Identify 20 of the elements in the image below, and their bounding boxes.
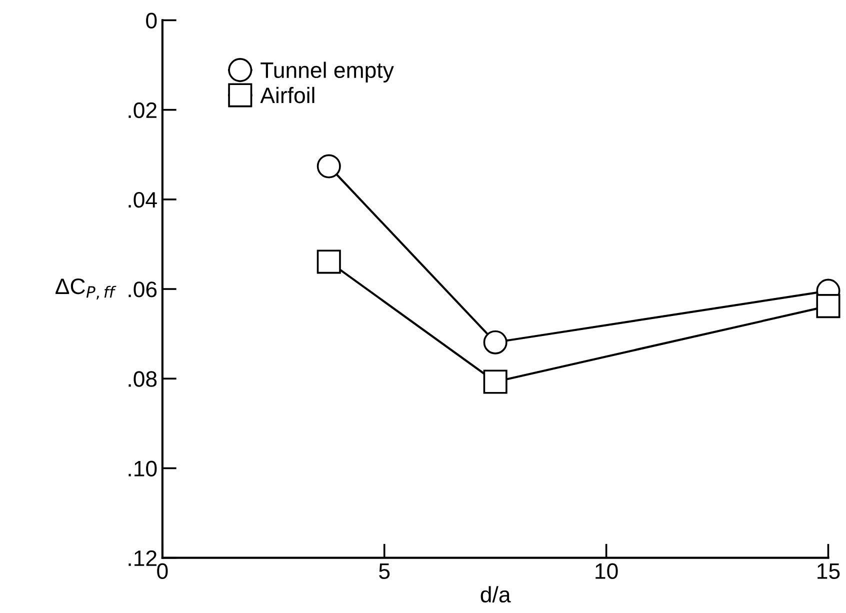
x-axis-title: d/a xyxy=(480,586,511,603)
x-tick-label: 0 xyxy=(157,563,168,580)
legend-label: Airfoil xyxy=(260,86,314,104)
y-tick-label: .06 xyxy=(128,282,157,298)
point xyxy=(316,250,341,274)
y-tick-label: .02 xyxy=(128,102,156,118)
y-tick-label: .10 xyxy=(128,460,157,476)
y-tick-label: 0 xyxy=(146,12,157,28)
y-tick-label: .08 xyxy=(128,371,157,387)
y-axis-title: ΔC$_{P,ff}$ xyxy=(56,278,116,300)
x-tick-label: 15 xyxy=(818,564,840,580)
x-tick-label: 10 xyxy=(596,563,618,580)
point xyxy=(483,370,508,394)
point xyxy=(483,330,508,354)
y-tick-label: .12 xyxy=(128,550,156,566)
legend-label: Tunnel empty xyxy=(260,62,394,82)
point xyxy=(816,294,840,318)
x-tick-label: 5 xyxy=(379,564,390,580)
y-tick-label: .04 xyxy=(128,192,157,208)
point xyxy=(316,154,341,178)
